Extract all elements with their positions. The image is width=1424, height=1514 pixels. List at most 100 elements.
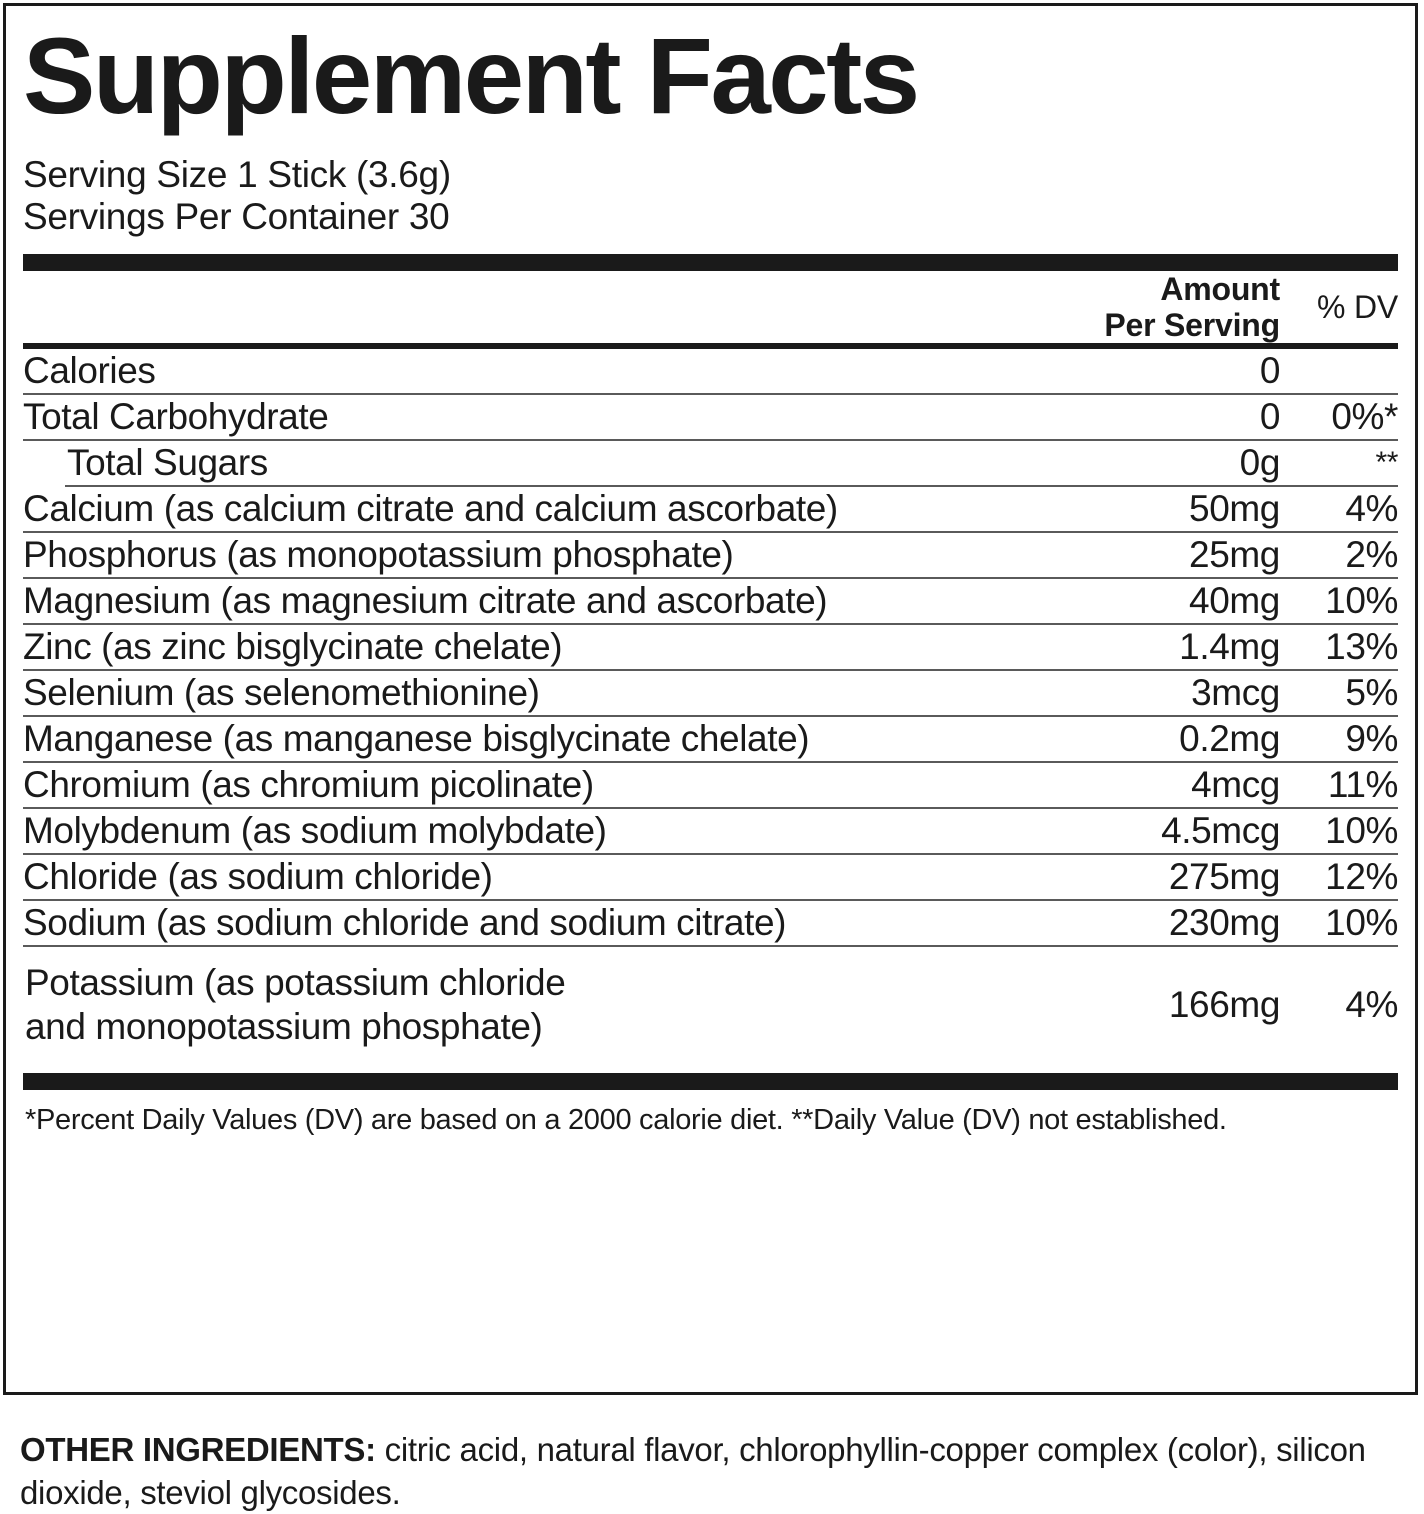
divider-row (23, 439, 1398, 441)
column-header-amount: Amount Per Serving (1070, 271, 1280, 343)
nutrient-amount: 230mg (1168, 902, 1281, 943)
nutrient-name: Magnesium (as magnesium citrate and asco… (23, 580, 828, 621)
divider-row (23, 899, 1398, 901)
nutrient-name: Chromium (as chromium picolinate) (23, 764, 594, 805)
nutrient-name: Chloride (as sodium chloride) (23, 856, 493, 897)
divider-hairline (23, 761, 1398, 763)
nutrient-amount: 0g (1239, 442, 1281, 483)
divider-hairline (23, 853, 1398, 855)
servings-per-container: Servings Per Container 30 (23, 196, 450, 237)
table-row: Phosphorus (as monopotassium phosphate) … (23, 533, 1398, 577)
nutrient-name: Selenium (as selenomethionine) (23, 672, 540, 713)
nutrient-name: Manganese (as manganese bisglycinate che… (23, 718, 810, 759)
divider-thick-bottom (23, 1073, 1398, 1090)
divider-row (23, 715, 1398, 717)
nutrient-name: Phosphorus (as monopotassium phosphate) (23, 534, 734, 575)
table-row: Total Sugars 0g ** (23, 441, 1398, 485)
supplement-facts-panel: Supplement Facts Serving Size 1 Stick (3… (3, 3, 1418, 1395)
divider-hairline (23, 669, 1398, 671)
nutrient-dv: 10% (1325, 580, 1398, 621)
nutrient-amount: 0 (1259, 350, 1281, 391)
divider-hairline (23, 439, 1398, 441)
nutrient-amount: 4mcg (1191, 764, 1280, 805)
column-header-amount-line1: Amount (1160, 271, 1280, 307)
nutrient-amount: 40mg (1189, 580, 1280, 621)
divider-row (23, 577, 1398, 579)
table-row: Calories 0 (23, 349, 1398, 393)
divider-row (23, 761, 1398, 763)
nutrient-dv: ** (1375, 446, 1398, 479)
divider-row (23, 531, 1398, 533)
nutrient-name: Zinc (as zinc bisglycinate chelate) (23, 626, 563, 667)
serving-info: Serving Size 1 Stick (3.6g) Servings Per… (23, 154, 1398, 238)
nutrient-name: Total Sugars (67, 442, 268, 483)
nutrient-name: Calcium (as calcium citrate and calcium … (23, 488, 838, 529)
other-ingredients: OTHER INGREDIENTS: citric acid, natural … (20, 1428, 1410, 1514)
nutrient-dv: 2% (1345, 534, 1398, 575)
nutrient-amount: 275mg (1168, 856, 1281, 897)
table-row: Sodium (as sodium chloride and sodium ci… (23, 901, 1398, 945)
table-row: Manganese (as manganese bisglycinate che… (23, 717, 1398, 761)
nutrient-amount: 50mg (1189, 488, 1280, 529)
divider-row (23, 485, 1398, 487)
nutrient-amount: 4.5mcg (1161, 810, 1280, 851)
table-row: Calcium (as calcium citrate and calcium … (23, 487, 1398, 531)
nutrient-name-line2: and monopotassium phosphate) (25, 1006, 543, 1047)
divider-medium (23, 343, 1398, 349)
column-header-dv: % DV (1317, 289, 1398, 325)
header-spacer (23, 271, 1070, 343)
table-row: Magnesium (as magnesium citrate and asco… (23, 579, 1398, 623)
nutrient-name: Molybdenum (as sodium molybdate) (23, 810, 607, 851)
table-row: Total Carbohydrate 0 0%* (23, 395, 1398, 439)
other-ingredients-label: OTHER INGREDIENTS: (20, 1431, 376, 1468)
divider-hairline (23, 623, 1398, 625)
nutrient-dv: 0%* (1331, 396, 1398, 437)
table-row: Chromium (as chromium picolinate) 4mcg 1… (23, 763, 1398, 807)
nutrient-dv (1280, 349, 1398, 393)
nutrient-dv: 10% (1325, 902, 1398, 943)
table-row: Potassium (as potassium chloride and mon… (23, 947, 1398, 1063)
divider-row (23, 393, 1398, 395)
divider-hairline (23, 393, 1398, 395)
nutrient-dv: 12% (1325, 856, 1398, 897)
nutrient-dv: 13% (1325, 626, 1398, 667)
table-row: Selenium (as selenomethionine) 3mcg 5% (23, 671, 1398, 715)
nutrient-dv: 4% (1345, 984, 1398, 1025)
nutrition-table: Amount Per Serving % DV Calories 0 (23, 271, 1398, 1063)
nutrient-dv: 11% (1327, 764, 1399, 805)
divider-row (23, 669, 1398, 671)
divider-hairline (23, 531, 1398, 533)
nutrient-name-line1: Potassium (as potassium chloride (25, 962, 566, 1003)
nutrient-dv: 4% (1345, 488, 1398, 529)
nutrient-amount: 0 (1259, 396, 1281, 437)
nutrient-amount: 1.4mg (1179, 626, 1280, 667)
table-header-row: Amount Per Serving % DV (23, 271, 1398, 343)
divider-row (23, 343, 1398, 349)
nutrient-dv: 10% (1325, 810, 1398, 851)
nutrient-amount: 3mcg (1191, 672, 1280, 713)
divider-thick-top (23, 254, 1398, 271)
nutrient-name: Potassium (as potassium chloride and mon… (23, 947, 1070, 1063)
column-header-amount-line2: Per Serving (1104, 307, 1280, 343)
nutrient-amount: 166mg (1168, 984, 1281, 1025)
divider-hairline (23, 945, 1398, 947)
divider-row (23, 807, 1398, 809)
divider-hairline (23, 899, 1398, 901)
nutrient-name: Total Carbohydrate (23, 396, 329, 437)
divider-hairline (23, 715, 1398, 717)
divider-row (23, 853, 1398, 855)
divider-row (23, 945, 1398, 947)
table-row: Zinc (as zinc bisglycinate chelate) 1.4m… (23, 625, 1398, 669)
table-row: Molybdenum (as sodium molybdate) 4.5mcg … (23, 809, 1398, 853)
table-row: Chloride (as sodium chloride) 275mg 12% (23, 855, 1398, 899)
divider-row (23, 623, 1398, 625)
page-title: Supplement Facts (23, 15, 920, 136)
nutrient-dv: 9% (1345, 718, 1398, 759)
divider-hairline (23, 807, 1398, 809)
nutrient-amount: 0.2mg (1179, 718, 1280, 759)
nutrient-amount: 25mg (1189, 534, 1280, 575)
nutrient-dv: 5% (1345, 672, 1398, 713)
nutrient-name: Sodium (as sodium chloride and sodium ci… (23, 902, 787, 943)
nutrient-name: Calories (23, 350, 156, 391)
